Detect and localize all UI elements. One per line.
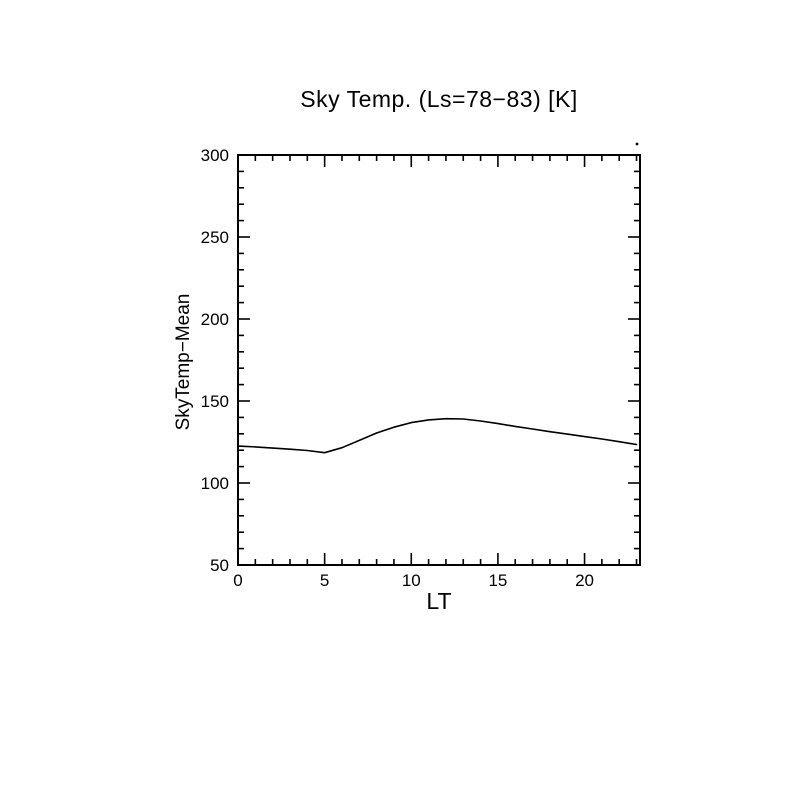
y-tick-label: 200 — [201, 310, 229, 329]
x-tick-label: 15 — [488, 571, 507, 590]
chart-title: Sky Temp. (Ls=78−83) [K] — [300, 86, 578, 112]
stray-dot — [635, 142, 639, 146]
x-tick-label: 0 — [233, 571, 242, 590]
x-tick-label: 20 — [575, 571, 594, 590]
data-line — [237, 417, 638, 454]
axes-box — [237, 154, 641, 566]
y-tick-label: 300 — [201, 146, 229, 165]
y-tick-label: 50 — [210, 556, 229, 575]
y-tick-label: 100 — [201, 474, 229, 493]
y-tick-label: 250 — [201, 228, 229, 247]
y-tick-label: 150 — [201, 392, 229, 411]
x-axis-label: LT — [426, 588, 452, 614]
x-tick-label: 10 — [402, 571, 421, 590]
x-tick-label: 5 — [320, 571, 329, 590]
